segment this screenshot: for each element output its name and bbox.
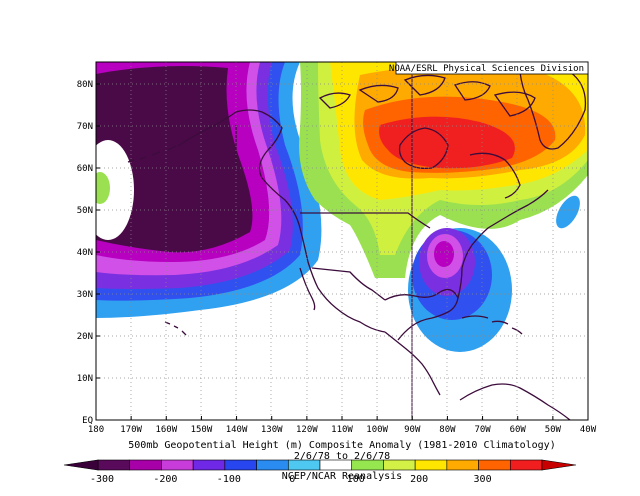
latitude-labels: 80N 70N 60N 50N 40N 30N 20N 10N EQ [77, 80, 100, 426]
latitude-label: 30N [77, 290, 93, 300]
colorbar-swatch [224, 459, 257, 471]
colorbar-swatch [129, 459, 162, 471]
caption-dates: 2/6/78 to 2/6/78 [294, 451, 390, 462]
latitude-label: EQ [82, 416, 93, 426]
colorbar-swatch [192, 459, 226, 471]
credit-box [395, 61, 589, 75]
credit-text: NOAA/ESRL Physical Sciences Division [389, 64, 584, 74]
latitude-label: 70N [77, 122, 93, 132]
latitude-label: 80N [77, 80, 93, 90]
longitude-label: 80W [439, 425, 456, 435]
colorbar-swatch [509, 459, 543, 471]
latitude-label: 10N [77, 374, 93, 384]
colorbar-swatch [478, 459, 511, 471]
longitude-label: 40W [580, 425, 597, 435]
colorbar-swatch [287, 459, 321, 471]
longitude-label: 110W [331, 425, 353, 435]
longitude-label: 160W [155, 425, 177, 435]
colorbar-label: -100 [217, 474, 241, 485]
longitude-labels: 180 170W 160W 150W 140W 130W 120W 110W 100W 90W 80… [88, 416, 597, 435]
negative-anomaly-field [96, 62, 580, 352]
colorbar-label: -200 [153, 474, 177, 485]
longitude-label: 60W [510, 425, 527, 435]
colorbar-swatch [256, 459, 289, 471]
longitude-label: 130W [261, 425, 283, 435]
colorbar-swatch [446, 459, 479, 471]
colorbar-label: 200 [410, 474, 428, 485]
longitude-label: 50W [545, 425, 562, 435]
colorbar-swatch [319, 459, 353, 471]
latitude-label: 60N [77, 164, 93, 174]
longitude-label: 180 [88, 425, 104, 435]
colorbar-label: 300 [474, 474, 492, 485]
colorbar-label: 100 [347, 474, 365, 485]
longitude-label: 90W [404, 425, 421, 435]
colorbar-label: 0 [289, 474, 295, 485]
colorbar-swatch [414, 459, 448, 471]
longitude-label: 120W [296, 425, 318, 435]
longitude-label: 140W [226, 425, 248, 435]
latitude-label: 20N [77, 332, 93, 342]
colorbar-swatch [161, 459, 194, 471]
colorbar-label: -300 [90, 474, 114, 485]
map-plot-area [96, 62, 588, 420]
colorbar-swatch [383, 459, 416, 471]
caption-title: 500mb Geopotential Height (m) Composite … [128, 440, 555, 451]
colorbar-swatch [351, 459, 384, 471]
longitude-label: 100W [366, 425, 388, 435]
longitude-label: 150W [191, 425, 213, 435]
colorbar [63, 459, 577, 471]
latitude-label: 40N [77, 248, 93, 258]
longitude-label: 170W [120, 425, 142, 435]
coastlines [127, 62, 587, 420]
longitude-label: 70W [474, 425, 491, 435]
caption-source: NCEP/NCAR Reanalysis [282, 471, 402, 482]
colorbar-low-arrow [63, 459, 99, 471]
colorbar-swatch [97, 459, 131, 471]
colorbar-high-arrow [541, 459, 577, 471]
latitude-label: 50N [77, 206, 93, 216]
colorbar-labels: -300 -200 -100 0 100 200 300 [90, 474, 492, 485]
